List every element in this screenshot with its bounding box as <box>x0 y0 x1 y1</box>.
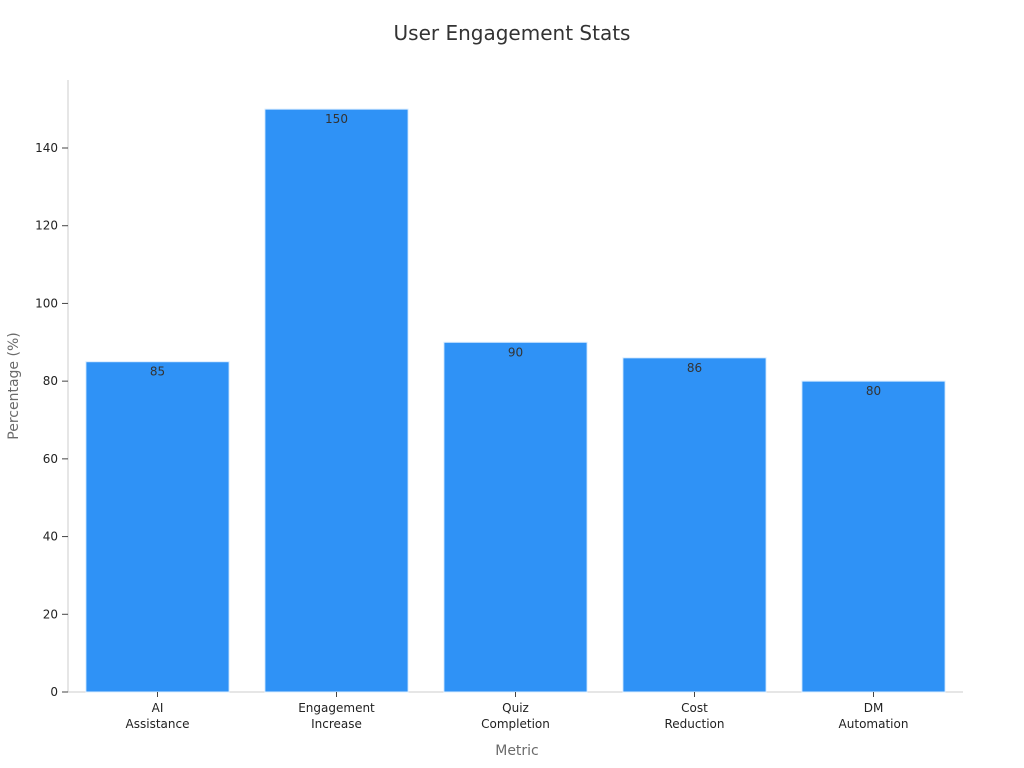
chart-title: User Engagement Stats <box>394 21 631 45</box>
x-tick-label-line: Cost <box>681 701 708 715</box>
data-label: 90 <box>508 345 523 359</box>
x-tick-label: DM Automation <box>839 701 909 731</box>
bar <box>85 361 230 693</box>
y-tick-label: 20 <box>43 607 58 621</box>
y-tick-label: 40 <box>43 530 58 544</box>
x-tick-label: AI Assistance <box>126 701 190 731</box>
x-tick-label-line: Automation <box>839 717 909 731</box>
x-tick-label: Engagement Increase <box>298 701 375 731</box>
x-tick-label: Cost Reduction <box>665 701 725 731</box>
x-tick-label-line: Reduction <box>665 717 725 731</box>
y-tick-label: 80 <box>43 374 58 388</box>
x-tick-label-line: AI <box>152 701 164 715</box>
bar <box>622 357 767 693</box>
bars-group: 85 150 90 86 80 <box>85 108 946 693</box>
data-label: 80 <box>866 384 881 398</box>
data-label: 85 <box>150 365 165 379</box>
y-tick-label: 120 <box>35 219 58 233</box>
y-tick-label: 100 <box>35 296 58 310</box>
x-tick-label-line: Quiz <box>502 701 529 715</box>
x-ticks-group: AI Assistance Engagement Increase Quiz Comple… <box>126 692 909 731</box>
bar <box>443 341 588 693</box>
x-tick-label: Quiz Completion <box>481 701 550 731</box>
y-tick-label: 140 <box>35 141 58 155</box>
y-tick-label: 0 <box>50 685 58 699</box>
bar <box>264 108 409 693</box>
data-label: 150 <box>325 112 348 126</box>
y-ticks-group: 0 20 40 60 80 100 120 140 <box>35 141 68 699</box>
x-tick-label-line: Completion <box>481 717 550 731</box>
x-tick-label-line: Increase <box>311 717 362 731</box>
x-tick-label-line: Engagement <box>298 701 375 715</box>
x-tick-label-line: DM <box>864 701 884 715</box>
bar <box>801 380 946 693</box>
x-tick-label-line: Assistance <box>126 717 190 731</box>
y-axis-label: Percentage (%) <box>6 332 22 439</box>
data-label: 86 <box>687 361 702 375</box>
y-tick-label: 60 <box>43 452 58 466</box>
x-axis-label: Metric <box>495 743 539 759</box>
